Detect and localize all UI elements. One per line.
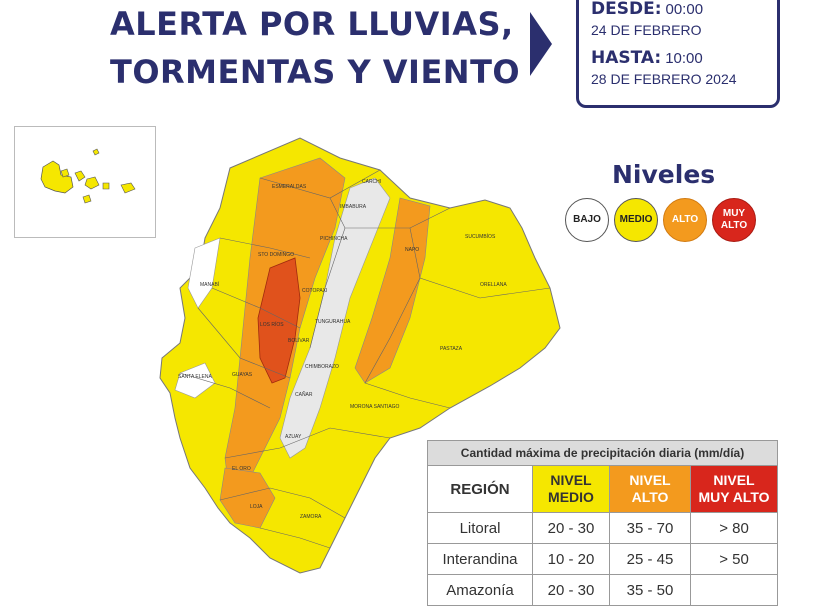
province-label: ZAMORA <box>300 514 322 520</box>
levels-title: Niveles <box>612 160 716 189</box>
play-arrow-icon <box>530 12 552 76</box>
galapagos-inset-map <box>14 126 156 238</box>
header-region: REGIÓN <box>427 465 533 513</box>
muy-alto-zone <box>257 257 301 384</box>
province-label: SUCUMBÍOS <box>465 233 496 240</box>
province-label: AZUAY <box>285 434 302 440</box>
province-label: COTOPAXI <box>302 288 327 294</box>
level-bajo-badge: BAJO <box>565 198 609 242</box>
province-label: BOLÍVAR <box>288 337 310 344</box>
province-label: PICHINCHA <box>320 236 348 242</box>
cell-muy-alto: > 50 <box>690 543 778 575</box>
header-medio-line2: MEDIO <box>548 489 594 505</box>
province-label: CHIMBORAZO <box>305 364 339 370</box>
cell-medio: 10 - 20 <box>532 543 610 575</box>
hasta-date: 28 DE FEBRERO 2024 <box>591 71 737 87</box>
desde-time: 00:00 <box>665 1 704 18</box>
hasta-label: HASTA: <box>591 48 662 68</box>
province-label: IMBABURA <box>340 204 367 210</box>
level-muy-alto-badge: MUY ALTO <box>712 198 756 242</box>
cell-muy-alto: > 80 <box>690 512 778 544</box>
header-medio: NIVEL MEDIO <box>532 465 610 513</box>
header-medio-line1: NIVEL <box>550 472 592 488</box>
desde-line: DESDE: 00:00 <box>591 0 777 20</box>
levels-legend: BAJO MEDIO ALTO MUY ALTO <box>565 198 756 242</box>
level-alto-badge: ALTO <box>663 198 707 242</box>
hasta-line: HASTA: 10:00 <box>591 48 777 69</box>
province-label: GUAYAS <box>232 372 253 378</box>
header-alto-line1: NIVEL <box>629 472 671 488</box>
header-muy-alto: NIVEL MUY ALTO <box>690 465 778 513</box>
province-label: CAÑAR <box>295 391 313 398</box>
alert-title: ALERTA POR LLUVIAS, TORMENTAS Y VIENTO <box>110 0 521 96</box>
desde-date: 24 DE FEBRERO <box>591 22 702 38</box>
province-label: MORONA SANTIAGO <box>350 404 400 410</box>
cell-alto: 35 - 70 <box>609 512 691 544</box>
alert-title-line1: ALERTA POR LLUVIAS, <box>110 5 514 43</box>
precipitation-table: Cantidad máxima de precipitación diaria … <box>427 440 778 606</box>
cell-alto: 25 - 45 <box>609 543 691 575</box>
header-alto-line2: ALTO <box>631 489 669 505</box>
table-row: Amazonía 20 - 30 35 - 50 <box>427 574 778 606</box>
province-label: EL ORO <box>232 466 251 472</box>
province-label: ORELLANA <box>480 282 507 288</box>
province-label: NAPO <box>405 247 419 253</box>
cell-region: Litoral <box>427 512 533 544</box>
cell-medio: 20 - 30 <box>532 512 610 544</box>
hasta-time: 10:00 <box>665 50 703 67</box>
province-label: LOJA <box>250 504 263 510</box>
province-label: LOS RÍOS <box>260 321 284 328</box>
province-label: STO DOMINGO <box>258 252 294 258</box>
province-label: MANABÍ <box>200 281 220 288</box>
ecuador-alert-map: ESMERALDAS CARCHI IMBABURA SUCUMBÍOS STO… <box>159 137 561 574</box>
province-label: SANTA ELENA <box>178 374 212 380</box>
province-label: TUNGURAHUA <box>315 319 351 325</box>
province-label: ESMERALDAS <box>272 184 307 190</box>
cell-region: Interandina <box>427 543 533 575</box>
table-row: Interandina 10 - 20 25 - 45 > 50 <box>427 543 778 575</box>
table-caption: Cantidad máxima de precipitación diaria … <box>427 440 778 466</box>
alert-period-box: DESDE: 00:00 24 DE FEBRERO HASTA: 10:00 28… <box>576 0 780 108</box>
province-label: CARCHI <box>362 179 381 185</box>
cell-region: Amazonía <box>427 574 533 606</box>
alto-zone-amazon <box>354 197 431 384</box>
cell-alto: 35 - 50 <box>609 574 691 606</box>
level-medio-badge: MEDIO <box>614 198 658 242</box>
header-muy-alto-line1: NIVEL <box>713 472 755 488</box>
desde-label: DESDE: <box>591 0 662 19</box>
cell-medio: 20 - 30 <box>532 574 610 606</box>
header-muy-alto-line2: MUY ALTO <box>698 489 770 505</box>
bajo-zone-manabi <box>187 237 221 309</box>
table-row: Litoral 20 - 30 35 - 70 > 80 <box>427 512 778 544</box>
cell-muy-alto <box>690 574 778 606</box>
province-label: PASTAZA <box>440 346 463 352</box>
header-alto: NIVEL ALTO <box>609 465 691 513</box>
bajo-zone-pacific <box>174 362 216 399</box>
alert-title-line2: TORMENTAS Y VIENTO <box>110 53 521 91</box>
